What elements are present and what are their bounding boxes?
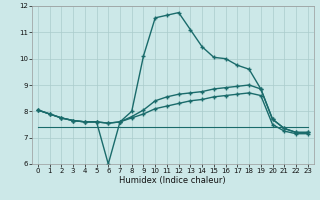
X-axis label: Humidex (Indice chaleur): Humidex (Indice chaleur) — [119, 176, 226, 185]
